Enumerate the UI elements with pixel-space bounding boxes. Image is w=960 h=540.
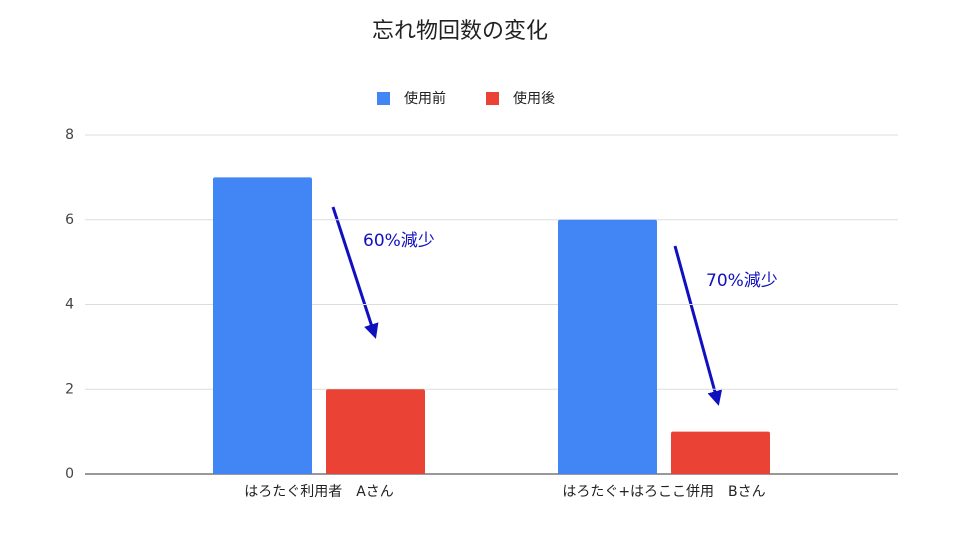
chart-title: 忘れ物回数の変化 [372, 19, 548, 44]
legend-swatch [486, 92, 499, 105]
annotation-arrow [673, 245, 723, 406]
bar [671, 431, 770, 474]
bar [326, 389, 425, 474]
legend-swatch [377, 92, 390, 105]
annotation: 70%減少 [706, 271, 778, 291]
bar [213, 177, 312, 474]
annotation-arrow [331, 206, 379, 339]
y-tick-label: 6 [65, 212, 74, 228]
y-tick-label: 0 [65, 466, 74, 482]
y-tick-label: 8 [65, 127, 74, 143]
legend-label: 使用後 [513, 90, 555, 107]
bar [558, 219, 657, 474]
annotation: 60%減少 [363, 231, 435, 251]
x-tick-label: はろたぐ+はろここ併用 Bさん [562, 484, 765, 500]
y-tick-label: 2 [65, 381, 74, 397]
x-tick-label: はろたぐ利用者 Aさん [244, 484, 394, 500]
y-tick-label: 4 [65, 297, 74, 313]
legend-label: 使用前 [404, 90, 446, 107]
